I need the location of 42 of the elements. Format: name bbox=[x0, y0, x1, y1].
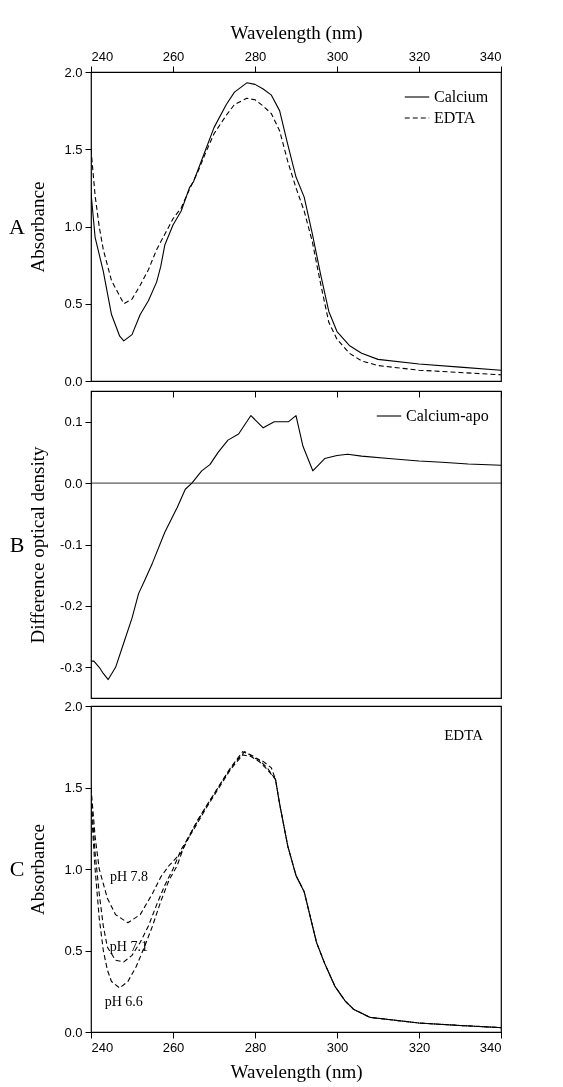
x-tick-label: 320 bbox=[408, 48, 431, 64]
x-tick-label: 280 bbox=[244, 48, 267, 64]
y-axis-title: Absorbance bbox=[26, 824, 48, 915]
legend-label: EDTA bbox=[434, 109, 476, 126]
y-tick-label: 2.0 bbox=[64, 698, 83, 714]
series-label: pH 6.6 bbox=[104, 993, 143, 1009]
text: C bbox=[9, 856, 25, 881]
y-tick-label: 0.0 bbox=[64, 475, 83, 491]
y-tick-label: -0.1 bbox=[60, 537, 83, 552]
x-tick-label: 260 bbox=[162, 1039, 185, 1055]
y-tick-label: 1.5 bbox=[64, 141, 83, 157]
y-tick-label: 0.0 bbox=[64, 373, 83, 389]
legend-label: Calcium-apo bbox=[406, 407, 489, 425]
annotation: EDTA bbox=[444, 727, 484, 743]
y-axis-title: Absorbance bbox=[26, 181, 48, 273]
series-label: pH 7.8 bbox=[109, 868, 149, 884]
y-tick-label: -0.2 bbox=[60, 598, 83, 614]
x-tick-label: 240 bbox=[91, 1039, 114, 1055]
y-tick-label: 0.5 bbox=[64, 943, 83, 958]
y-tick-label: 0.0 bbox=[64, 1024, 83, 1040]
y-tick-label: 1.0 bbox=[64, 861, 83, 877]
x-axis-title: Wavelength (nm) bbox=[230, 21, 363, 44]
y-tick-label: 1.0 bbox=[64, 219, 83, 234]
y-tick-label: -0.3 bbox=[60, 659, 83, 675]
x-tick-label: 300 bbox=[326, 48, 349, 64]
y-axis-title: Difference optical density bbox=[26, 446, 48, 644]
y-tick-label: 0.1 bbox=[64, 414, 83, 430]
y-tick-label: 2.0 bbox=[64, 64, 83, 80]
x-axis-title: Wavelength (nm) bbox=[230, 1060, 363, 1083]
text: A bbox=[9, 213, 26, 239]
x-tick-label: 260 bbox=[162, 48, 185, 64]
series-label: pH 7.1 bbox=[109, 938, 148, 954]
x-tick-label: 340 bbox=[479, 1039, 502, 1055]
x-tick-label: 340 bbox=[479, 48, 502, 64]
y-tick-label: 1.5 bbox=[64, 780, 83, 795]
x-tick-label: 320 bbox=[408, 1039, 431, 1055]
y-tick-label: 0.5 bbox=[64, 296, 83, 312]
text: B bbox=[9, 531, 25, 557]
x-tick-label: 240 bbox=[91, 48, 114, 64]
x-tick-label: 280 bbox=[244, 1039, 267, 1055]
legend-label: Calcium bbox=[434, 88, 489, 105]
x-tick-label: 300 bbox=[326, 1039, 349, 1055]
